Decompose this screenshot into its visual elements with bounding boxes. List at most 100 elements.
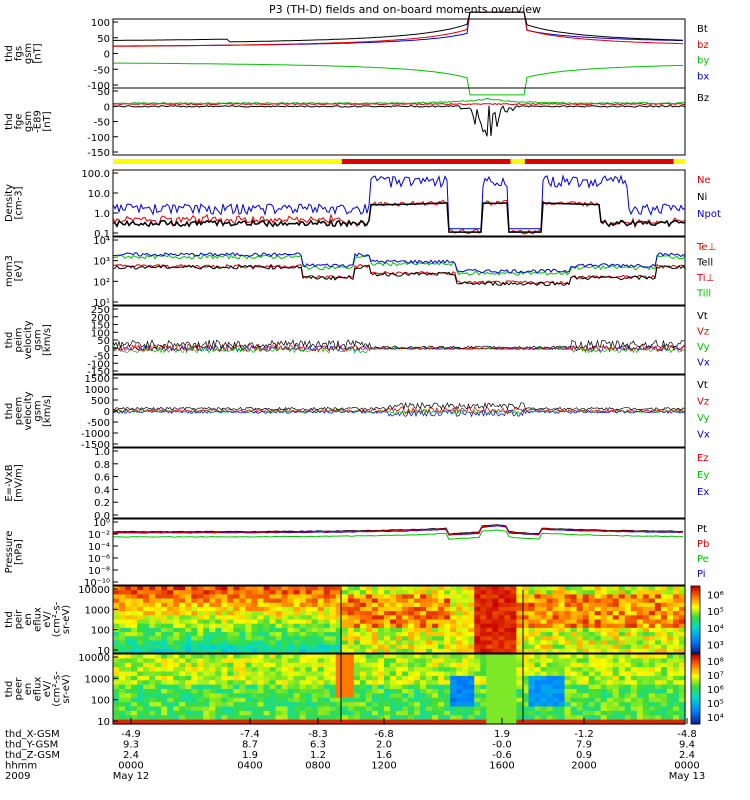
spectrogram-cell (594, 671, 602, 677)
spectrogram-cell (323, 680, 331, 686)
legend-item: Vx (697, 358, 710, 369)
spectrogram-cell (432, 598, 439, 604)
spectrogram-cell (468, 594, 475, 600)
spectrogram-cell (185, 715, 192, 721)
spectrogram-cell (383, 706, 391, 712)
spectrogram-cell (606, 675, 614, 681)
spectrogram-cell (149, 671, 156, 677)
spectrogram-cell (287, 693, 295, 699)
spectrogram-cell (305, 662, 313, 668)
spectrogram-cell (365, 640, 373, 646)
spectrogram-cell (311, 693, 319, 699)
spectrogram-cell (606, 706, 614, 712)
spectrogram-cell (528, 658, 536, 664)
spectrogram-cell (377, 658, 385, 664)
spectrogram-cell (630, 667, 638, 673)
spectrogram-cell (371, 598, 379, 604)
spectrogram-cell (137, 706, 144, 712)
spectrogram-cell (666, 619, 674, 625)
spectrogram-cell (383, 710, 391, 716)
y-tick-label: -150 (87, 148, 110, 159)
spectrogram-cell (155, 675, 162, 681)
spectrogram-cell (612, 590, 620, 595)
spectrogram-cell (209, 586, 216, 591)
spectrogram-cell (209, 689, 216, 694)
spectrogram-cell (263, 623, 271, 629)
spectrogram-cell (570, 706, 578, 712)
spectrogram-cell (173, 706, 180, 712)
footer-value: -1.2 (574, 729, 594, 740)
spectrogram-cell (534, 640, 542, 646)
spectrogram-cell (305, 640, 313, 646)
spectrogram-cell (137, 602, 144, 608)
spectrogram-cell (654, 684, 662, 690)
spectrogram-cell (329, 715, 337, 721)
spectrogram-cell (564, 719, 572, 725)
spectrogram-cell (293, 684, 301, 690)
spectrogram-cell (197, 697, 204, 703)
spectrogram-cell (275, 693, 283, 699)
spectrogram-cell (582, 667, 590, 673)
spectrogram-cell (540, 719, 548, 725)
colorbar-segment (691, 668, 700, 671)
y-axis-label: eV/ (42, 611, 53, 628)
spectrogram-cell (438, 667, 445, 673)
spectrogram-cell (317, 684, 325, 690)
spectrogram-cell (113, 702, 120, 708)
spectrogram-cell (311, 586, 319, 591)
spectrogram-cell (143, 632, 150, 637)
spectrogram-cell (125, 606, 132, 612)
y-axis-label: [cm-3] (14, 186, 25, 219)
spectrogram-cell (179, 623, 186, 629)
spectrogram-cell (678, 632, 686, 637)
spectrogram-cell (173, 632, 180, 637)
spectrogram-cell (173, 590, 180, 595)
spectrogram-cell (263, 715, 271, 721)
spectrogram-cell (239, 623, 247, 629)
spectrogram-cell (558, 586, 566, 591)
spectrogram-cell (323, 671, 331, 677)
spectrogram-cell (335, 706, 343, 712)
spectrogram-cell (432, 623, 439, 629)
spectrogram-cell (347, 667, 355, 673)
spectrogram-cell (215, 702, 222, 708)
spectrogram-cell (528, 662, 536, 668)
spectrogram-cell (666, 710, 674, 716)
spectrogram-cell (642, 636, 650, 642)
spectrogram-cell (275, 611, 283, 616)
spectrogram-cell (233, 623, 241, 629)
spectrogram-cell (215, 654, 222, 659)
spectrogram-cell (444, 648, 451, 654)
spectrogram-cell (389, 598, 397, 604)
spectrogram-cell (564, 602, 572, 608)
spectrogram-cell (510, 586, 518, 591)
spectrogram-cell (534, 671, 542, 677)
spectrogram-cell (576, 671, 584, 677)
colorbar-tick-label: 10⁴ (707, 624, 724, 635)
spectrogram-cell (432, 586, 439, 591)
spectrogram-cell (209, 675, 216, 681)
spectrogram-cell (546, 619, 554, 625)
spectrogram-cell (570, 648, 578, 654)
spectrogram-cell (191, 594, 198, 600)
y-tick-label: 150 (91, 321, 110, 332)
spectrogram-cell (504, 715, 511, 721)
spectrogram-cell (389, 606, 397, 612)
spectrogram-cell (179, 684, 186, 690)
spectrogram-cell (341, 675, 349, 681)
spectrogram-cell (281, 680, 289, 686)
legend-item: Bt (697, 24, 708, 35)
spectrogram-cell (672, 648, 680, 654)
spectrogram-cell (365, 623, 373, 629)
spectrogram-cell (498, 598, 505, 604)
spectrogram-cell (612, 697, 620, 703)
spectrogram-cell (510, 636, 518, 642)
spectrogram-cell (642, 680, 650, 686)
spectrogram-cell (522, 619, 530, 625)
spectrogram-cell (191, 648, 198, 654)
spectrogram-cell (480, 667, 487, 673)
spectrogram-cell (263, 627, 271, 633)
spectrogram-cell (666, 675, 674, 681)
y-tick-label: -50 (94, 352, 110, 363)
spectrogram-cell (528, 715, 536, 721)
